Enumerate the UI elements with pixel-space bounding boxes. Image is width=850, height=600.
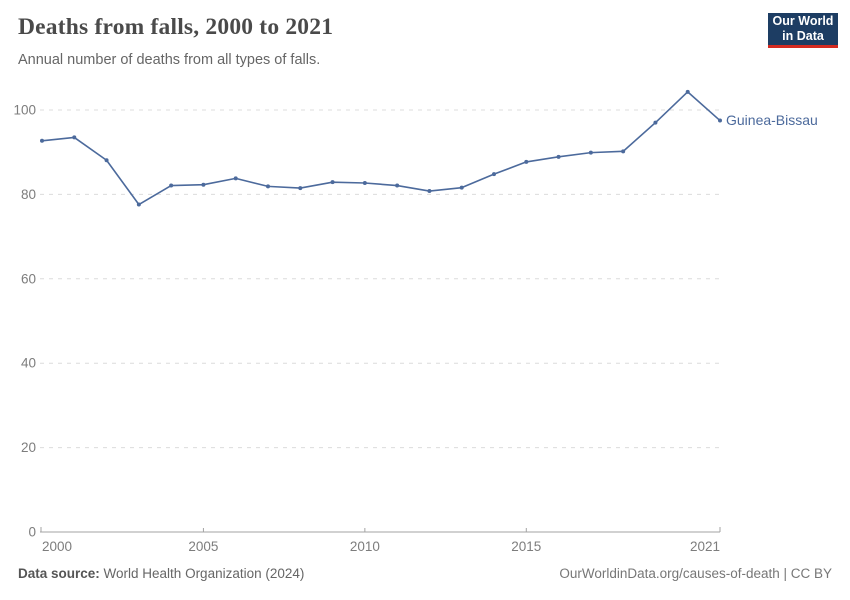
footer-source-label: Data source: [18, 566, 100, 581]
data-point [233, 176, 238, 181]
data-point [685, 89, 690, 94]
x-axis-tick-label: 2021 [690, 539, 720, 554]
footer-source: Data source: World Health Organization (… [18, 566, 304, 581]
chart-footer: Data source: World Health Organization (… [18, 566, 832, 581]
y-axis-tick-label: 20 [21, 440, 36, 455]
owid-logo[interactable]: Our World in Data [768, 13, 838, 48]
data-line [41, 91, 721, 206]
data-point [588, 150, 593, 155]
owid-logo-line2: in Data [782, 29, 824, 43]
y-axis-tick-label: 100 [13, 103, 36, 118]
data-point [169, 183, 174, 188]
data-point [621, 149, 626, 154]
y-axis-tick-label: 0 [28, 525, 36, 540]
data-point [330, 180, 335, 185]
data-point [492, 172, 496, 177]
x-axis-tick-label: 2005 [188, 539, 218, 554]
footer-license-link[interactable]: OurWorldinData.org/causes-of-death | CC … [559, 566, 832, 581]
data-point [718, 118, 722, 123]
y-axis-tick-label: 40 [21, 356, 36, 371]
y-axis-tick-label: 80 [21, 187, 36, 202]
data-point [201, 182, 206, 187]
data-point [653, 120, 658, 125]
x-axis-tick-label: 2015 [511, 539, 541, 554]
x-axis-tick-label: 2000 [42, 539, 72, 554]
data-point [104, 158, 109, 163]
page-subtitle: Annual number of deaths from all types o… [18, 52, 321, 68]
data-point [298, 186, 303, 191]
data-point [524, 159, 529, 164]
owid-logo-line1: Our World [772, 13, 834, 28]
x-axis-tick-label: 2010 [350, 539, 380, 554]
footer-source-value: World Health Organization (2024) [99, 566, 305, 581]
series-end-label[interactable]: Guinea-Bissau [726, 112, 818, 128]
y-axis-tick-label: 60 [21, 271, 36, 286]
page-title: Deaths from falls, 2000 to 2021 [18, 14, 334, 40]
data-point [459, 185, 464, 190]
data-point [427, 189, 432, 194]
data-point [72, 135, 77, 140]
data-point [395, 183, 400, 188]
data-point [556, 154, 561, 159]
data-point [266, 184, 270, 189]
data-point [362, 181, 367, 186]
data-point [40, 138, 44, 143]
data-point [136, 202, 141, 207]
